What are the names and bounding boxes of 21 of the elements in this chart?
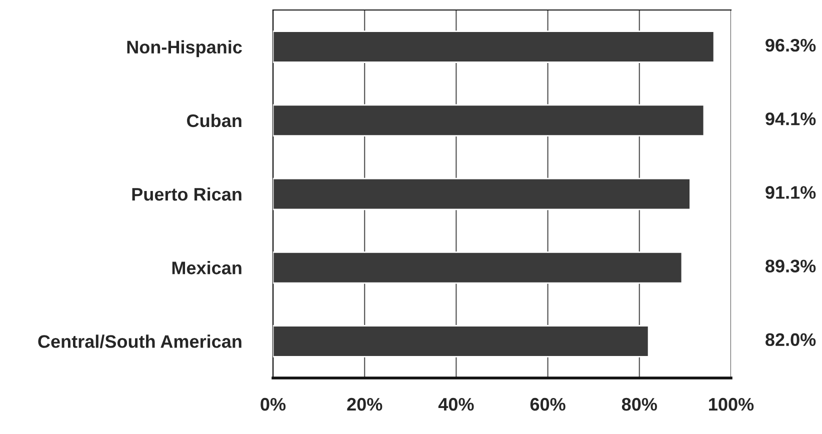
- bar: [273, 325, 650, 358]
- x-tick-label: 100%: [709, 398, 754, 411]
- y-tick-label: Mexican: [172, 261, 242, 274]
- bar: [273, 178, 691, 210]
- x-tick-label: 20%: [347, 398, 382, 411]
- y-tick-label: Cuban: [187, 114, 242, 128]
- data-label: 82.0%: [766, 333, 816, 346]
- bar: [273, 30, 715, 63]
- x-tick-label: 0%: [260, 398, 286, 411]
- data-label: 89.3%: [766, 260, 816, 272]
- x-tick-label: 60%: [530, 398, 566, 411]
- y-tick-label: Central/South American: [38, 334, 242, 348]
- bar: [273, 104, 705, 137]
- data-label: 96.3%: [766, 38, 816, 52]
- data-label: 94.1%: [766, 112, 816, 126]
- bar: [273, 251, 683, 284]
- x-tick-label: 40%: [438, 398, 474, 411]
- y-tick-label: Non-Hispanic: [127, 40, 242, 58]
- x-tick-label: 80%: [622, 398, 657, 411]
- data-label: 91.1%: [766, 186, 816, 199]
- y-tick-label: Puerto Rican: [132, 187, 242, 201]
